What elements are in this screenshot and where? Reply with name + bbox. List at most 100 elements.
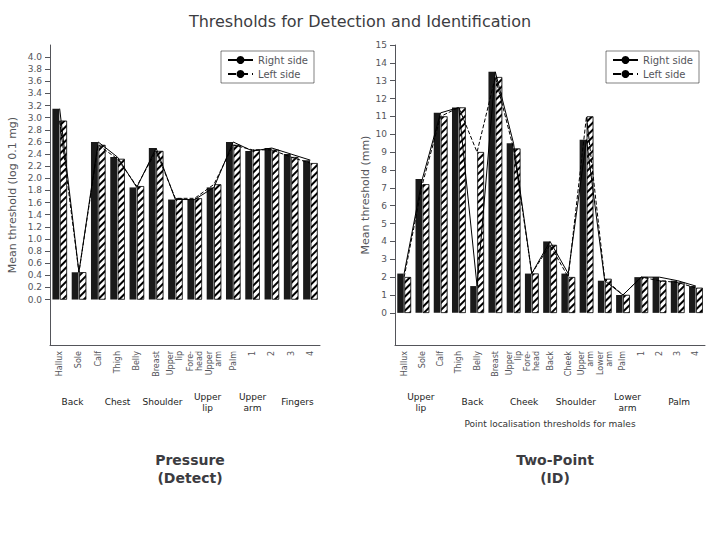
svg-text:3.0: 3.0 [28, 113, 43, 123]
svg-text:2.0: 2.0 [28, 173, 43, 183]
svg-text:Hallux: Hallux [55, 351, 64, 376]
svg-text:5: 5 [381, 219, 387, 229]
svg-text:Cheek: Cheek [510, 397, 539, 407]
svg-text:Lower: Lower [596, 350, 605, 375]
svg-text:Right side: Right side [643, 55, 693, 66]
svg-text:15: 15 [376, 40, 387, 50]
svg-text:Palm: Palm [229, 351, 238, 371]
svg-text:3: 3 [287, 351, 296, 356]
svg-text:Palm: Palm [618, 351, 627, 371]
svg-text:Palm: Palm [668, 397, 690, 407]
svg-text:2.4: 2.4 [28, 149, 43, 159]
svg-text:Thigh: Thigh [113, 351, 122, 374]
svg-text:1: 1 [248, 351, 257, 356]
svg-text:lip: lip [175, 351, 184, 361]
svg-text:lip: lip [415, 403, 426, 413]
svg-text:3.4: 3.4 [28, 88, 43, 98]
svg-text:Point localisation thresholds: Point localisation thresholds for males [464, 419, 635, 429]
svg-text:2: 2 [381, 272, 387, 282]
svg-text:lip: lip [202, 403, 213, 413]
svg-text:(ID): (ID) [540, 470, 570, 486]
svg-text:Upper: Upper [577, 350, 586, 375]
svg-text:Pressure: Pressure [155, 452, 225, 468]
svg-text:1: 1 [637, 351, 646, 356]
svg-text:(Detect): (Detect) [157, 470, 222, 486]
svg-text:Fingers: Fingers [281, 397, 314, 407]
svg-text:Sole: Sole [418, 351, 427, 368]
svg-text:1: 1 [381, 290, 387, 300]
svg-text:Back: Back [546, 351, 555, 371]
svg-text:Left side: Left side [258, 69, 300, 80]
svg-text:12: 12 [376, 94, 387, 104]
svg-text:4: 4 [306, 351, 315, 356]
svg-text:Shoulder: Shoulder [556, 397, 596, 407]
svg-text:Upper: Upper [205, 350, 214, 375]
svg-text:arm: arm [244, 403, 262, 413]
svg-text:Lower: Lower [614, 392, 641, 402]
svg-text:6: 6 [381, 201, 387, 211]
svg-text:0.8: 0.8 [28, 246, 43, 256]
svg-text:2.8: 2.8 [28, 125, 43, 135]
svg-text:Shoulder: Shoulder [142, 397, 182, 407]
svg-text:Cheek: Cheek [564, 351, 573, 377]
svg-text:13: 13 [376, 76, 387, 86]
svg-text:1.6: 1.6 [28, 198, 43, 208]
svg-text:head: head [195, 351, 204, 371]
svg-text:4.0: 4.0 [28, 52, 43, 62]
svg-text:0: 0 [381, 308, 387, 318]
svg-text:Upper: Upper [194, 392, 222, 402]
svg-text:Upper: Upper [505, 350, 514, 375]
svg-text:arm: arm [619, 403, 637, 413]
svg-text:8: 8 [381, 165, 387, 175]
svg-text:Upper: Upper [166, 350, 175, 375]
svg-text:Breast: Breast [152, 351, 161, 377]
svg-text:14: 14 [376, 58, 388, 68]
svg-text:3: 3 [673, 351, 682, 356]
svg-text:3.8: 3.8 [28, 64, 43, 74]
svg-text:Sole: Sole [74, 351, 83, 368]
svg-text:1.0: 1.0 [28, 234, 43, 244]
svg-text:7: 7 [381, 183, 387, 193]
svg-text:0.0: 0.0 [28, 295, 43, 305]
svg-text:1.8: 1.8 [28, 185, 43, 195]
svg-text:2: 2 [267, 351, 276, 356]
svg-text:Mean threshold (log 0.1 mg): Mean threshold (log 0.1 mg) [6, 117, 19, 273]
svg-text:Fore-: Fore- [186, 351, 195, 371]
svg-text:Fore-: Fore- [523, 351, 532, 371]
svg-text:Hallux: Hallux [400, 351, 409, 376]
svg-text:Mean threshold (mm): Mean threshold (mm) [359, 136, 372, 255]
svg-text:3.6: 3.6 [28, 76, 43, 86]
svg-text:Back: Back [462, 397, 485, 407]
svg-text:3: 3 [381, 254, 387, 264]
svg-text:1.4: 1.4 [28, 210, 43, 220]
svg-text:Right side: Right side [258, 55, 308, 66]
svg-text:Chest: Chest [105, 397, 131, 407]
svg-text:Calf: Calf [436, 351, 445, 367]
svg-text:arm: arm [214, 351, 223, 367]
svg-text:Thigh: Thigh [454, 351, 463, 374]
svg-text:arm: arm [586, 351, 595, 367]
svg-text:Upper: Upper [239, 392, 267, 402]
svg-text:Calf: Calf [94, 351, 103, 367]
svg-text:arm: arm [605, 351, 614, 367]
svg-text:Two-Point: Two-Point [516, 452, 594, 468]
svg-text:Left side: Left side [643, 69, 685, 80]
svg-text:0.2: 0.2 [28, 282, 42, 292]
svg-text:0.6: 0.6 [28, 258, 43, 268]
svg-text:Breast: Breast [491, 351, 500, 377]
svg-text:Belly: Belly [473, 351, 482, 371]
svg-text:2.2: 2.2 [28, 161, 42, 171]
svg-text:head: head [532, 351, 541, 371]
svg-text:Back: Back [62, 397, 85, 407]
svg-text:3.2: 3.2 [28, 101, 42, 111]
svg-text:9: 9 [381, 147, 387, 157]
svg-text:4: 4 [381, 236, 387, 246]
svg-text:Upper: Upper [407, 392, 435, 402]
svg-text:11: 11 [376, 111, 387, 121]
svg-text:lip: lip [514, 351, 523, 361]
svg-text:Belly: Belly [132, 351, 141, 371]
svg-text:4: 4 [691, 351, 700, 356]
svg-text:2.6: 2.6 [28, 137, 43, 147]
svg-text:0.4: 0.4 [28, 270, 43, 280]
svg-text:Thresholds for Detection and I: Thresholds for Detection and Identificat… [188, 12, 531, 31]
